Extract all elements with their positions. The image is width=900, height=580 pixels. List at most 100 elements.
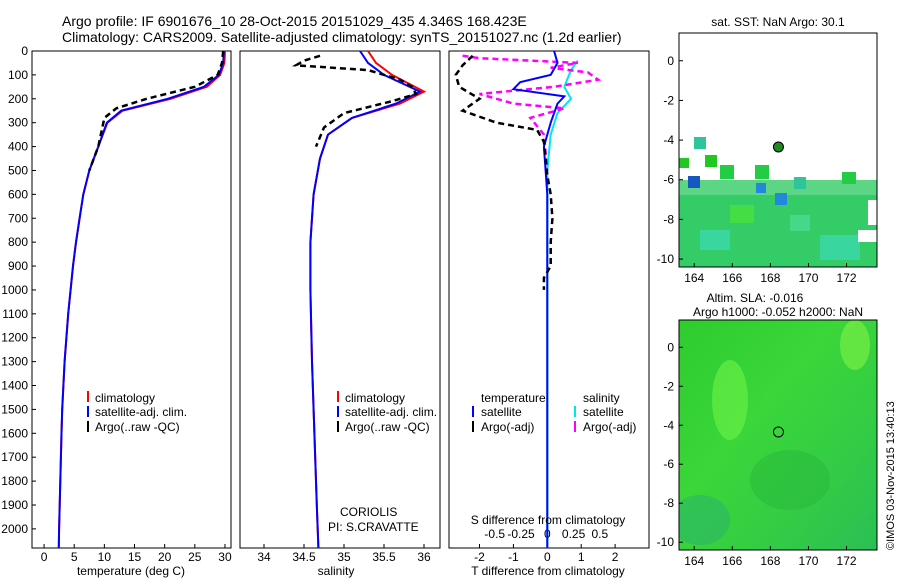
sla-lon-tick-label: 170 bbox=[798, 554, 818, 568]
depth-tick-label: 500 bbox=[8, 163, 28, 177]
sla-lat-tick-label: -6 bbox=[663, 457, 674, 471]
sla-lat-tick-label: -8 bbox=[663, 496, 674, 510]
sla-argo-position-marker bbox=[772, 426, 784, 438]
sst-cell bbox=[755, 165, 769, 179]
difference-tick-label: 1 bbox=[578, 550, 585, 564]
depth-tick-label: 1600 bbox=[1, 426, 28, 440]
temperature-climatology-line bbox=[57, 50, 226, 549]
sst-cell bbox=[720, 165, 734, 179]
sst-lat-tick-label: -10 bbox=[657, 252, 675, 266]
legend-s-satellite-label: satellite bbox=[583, 405, 624, 419]
sst-cell bbox=[820, 235, 860, 260]
difference-top-xlabel: S difference from climatology bbox=[471, 513, 626, 527]
temperature-tick-label: 30 bbox=[218, 550, 232, 564]
sla-feature bbox=[712, 360, 748, 440]
salinity-xlabel: salinity bbox=[318, 564, 355, 578]
difference-panel: -2 -1 0 1 2 -0.5 -0.25 0 0.25 0.5 temperature sa… bbox=[448, 50, 650, 578]
temperature-axes-frame bbox=[31, 50, 232, 549]
legend-satellite-label: satellite-adj. clim. bbox=[95, 405, 187, 419]
sst-cell bbox=[756, 183, 766, 193]
sst-cell bbox=[842, 172, 856, 184]
depth-tick-label: 1500 bbox=[1, 402, 28, 416]
difference-top-tick-label: -0.5 bbox=[484, 527, 505, 541]
depth-tick-label: 1000 bbox=[1, 283, 28, 297]
temperature-tick-label: 15 bbox=[128, 550, 142, 564]
depth-tick-label: 200 bbox=[8, 92, 28, 106]
depth-tick-label: 800 bbox=[8, 235, 28, 249]
salinity-tick-label: 35.5 bbox=[372, 550, 396, 564]
sla-lon-tick-label: 164 bbox=[684, 554, 704, 568]
salinity-argo-line bbox=[291, 54, 418, 148]
temperature-panel: 0100200300400500600700800900100011001200… bbox=[1, 44, 232, 578]
annotation-pi: PI: S.CRAVATTE bbox=[328, 520, 419, 534]
temperature-tick-label: 25 bbox=[188, 550, 202, 564]
salinity-tick-label: 34.5 bbox=[292, 550, 316, 564]
salinity-tick-label: 35 bbox=[337, 550, 351, 564]
sst-argo-position-marker bbox=[772, 141, 784, 153]
salinity-tick-label: 34 bbox=[257, 550, 271, 564]
legend-climatology-label: climatology bbox=[95, 391, 155, 405]
sla-feature bbox=[840, 320, 870, 370]
temperature-tick-label: 0 bbox=[41, 550, 48, 564]
difference-top-tick-label: 0.5 bbox=[592, 527, 609, 541]
temperature-legend: climatology satellite-adj. clim. Argo(..… bbox=[87, 391, 187, 434]
temperature-difference-argo-line bbox=[454, 54, 554, 290]
sla-feature bbox=[679, 495, 730, 545]
sst-lon-tick-label: 172 bbox=[837, 271, 857, 285]
salinity-satellite-line bbox=[309, 50, 423, 549]
legend-s-argo-label: Argo(-adj) bbox=[583, 420, 636, 434]
sst-field bbox=[679, 137, 877, 267]
sla-lat-tick-label: 0 bbox=[667, 340, 674, 354]
sst-cell bbox=[679, 158, 689, 168]
sst-gap bbox=[868, 200, 877, 225]
temperature-tick-label: 10 bbox=[98, 550, 112, 564]
sst-cell bbox=[700, 230, 730, 250]
temperature-tick-label: 5 bbox=[71, 550, 78, 564]
sst-lat-tick-label: -2 bbox=[663, 93, 674, 107]
sla-map-frame bbox=[678, 319, 878, 551]
sst-map-frame bbox=[678, 32, 878, 268]
depth-tick-label: 900 bbox=[8, 259, 28, 273]
salinity-difference-argo-line bbox=[462, 54, 602, 171]
temperature-satellite-line bbox=[57, 50, 225, 549]
depth-tick-label: 600 bbox=[8, 187, 28, 201]
sst-cell bbox=[730, 205, 754, 223]
temperature-tick-label: 20 bbox=[158, 550, 172, 564]
legend-salinity-title: salinity bbox=[583, 391, 620, 405]
header-line2: Climatology: CARS2009. Satellite-adjuste… bbox=[62, 29, 622, 45]
sla-feature bbox=[750, 450, 830, 510]
sst-cell bbox=[688, 176, 700, 188]
depth-tick-label: 1200 bbox=[1, 331, 28, 345]
depth-tick-label: 1400 bbox=[1, 379, 28, 393]
salinity-legend: climatology satellite-adj. clim. Argo(..… bbox=[337, 391, 437, 434]
sla-map-title-line2: Argo h1000: -0.052 h2000: NaN bbox=[693, 305, 863, 319]
sla-lat-tick-label: -10 bbox=[657, 535, 675, 549]
sla-lon-tick-label: 166 bbox=[722, 554, 742, 568]
difference-top-tick-label: -0.25 bbox=[507, 527, 535, 541]
sla-map-panel: Altim. SLA: -0.016 Argo h1000: -0.052 h2… bbox=[657, 291, 878, 568]
depth-tick-label: 1300 bbox=[1, 355, 28, 369]
difference-top-tick-label: 0.25 bbox=[562, 527, 586, 541]
header-line1: Argo profile: IF 6901676_10 28-Oct-2015 … bbox=[62, 13, 527, 29]
salinity-panel: 34 34.5 35 35.5 36 climatology satellite-adj… bbox=[239, 50, 441, 578]
salinity-climatology-line bbox=[309, 50, 427, 549]
legend-climatology-label: climatology bbox=[345, 391, 405, 405]
legend-argo-label: Argo(..raw -QC) bbox=[95, 420, 180, 434]
sst-cell bbox=[705, 155, 717, 167]
sla-lon-tick-label: 172 bbox=[837, 554, 857, 568]
imos-stamp: ©IMOS 03-Nov-2015 13:40:13 bbox=[885, 401, 897, 550]
sst-cell bbox=[794, 177, 806, 189]
depth-tick-label: 300 bbox=[8, 116, 28, 130]
depth-tick-label: 1100 bbox=[2, 307, 28, 321]
difference-tick-label: 0 bbox=[544, 550, 551, 564]
salinity-axes-frame bbox=[239, 50, 441, 549]
sst-map-panel: sat. SST: NaN Argo: 30.1 164 166 168 170 172 bbox=[657, 15, 878, 285]
depth-tick-label: 2000 bbox=[1, 522, 28, 536]
sla-lon-tick-label: 168 bbox=[760, 554, 780, 568]
depth-tick-label: 400 bbox=[8, 140, 28, 154]
salinity-difference-satellite-line bbox=[546, 60, 579, 548]
sst-cell bbox=[775, 193, 787, 205]
sla-lat-tick-label: -2 bbox=[663, 379, 674, 393]
depth-tick-label: 700 bbox=[8, 211, 28, 225]
